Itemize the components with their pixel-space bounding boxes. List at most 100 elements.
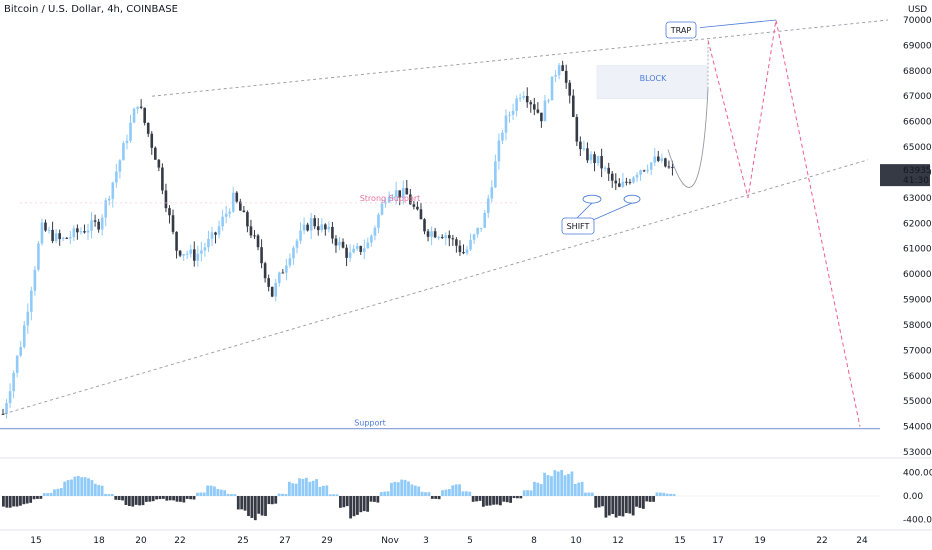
oscillator-bar xyxy=(287,481,291,496)
price-tick-label: 66000.00 xyxy=(903,118,932,128)
candle-body xyxy=(515,98,518,111)
shift-label: SHIFT xyxy=(567,222,590,231)
oscillator-bar xyxy=(648,496,652,502)
candle-body xyxy=(394,190,398,197)
candle-body xyxy=(518,97,522,99)
oscillator-bar xyxy=(175,496,179,502)
oscillator-bar xyxy=(185,496,189,499)
candle-body xyxy=(632,177,635,183)
candle-body xyxy=(494,161,497,188)
candle-body xyxy=(306,224,309,231)
candle-body xyxy=(529,102,533,105)
candle-body xyxy=(302,224,306,231)
candle-body xyxy=(285,265,288,273)
candle-body xyxy=(72,228,76,238)
oscillator-bar xyxy=(492,496,495,505)
candle-body xyxy=(324,224,327,230)
oscillator-bar xyxy=(570,471,574,496)
candle-body xyxy=(649,162,653,170)
oscillator-bar xyxy=(53,489,56,496)
oscillator-bar xyxy=(199,492,203,496)
oscillator-bar xyxy=(155,496,158,500)
oscillator-bar xyxy=(233,494,237,496)
oscillator-bar xyxy=(226,493,230,496)
trap-callout xyxy=(665,21,697,39)
candle-body xyxy=(472,234,476,240)
oscillator-bar xyxy=(458,484,461,496)
candle-body xyxy=(646,169,649,171)
oscillator-bar xyxy=(407,481,410,496)
last-price-label: 63935.17 xyxy=(903,166,932,176)
price-tick-label: 63000.00 xyxy=(903,194,932,204)
candle-body xyxy=(543,100,547,122)
candle-body xyxy=(423,219,426,232)
candle-body xyxy=(274,282,278,297)
candle-body xyxy=(554,75,557,77)
oscillator-bar xyxy=(614,496,618,518)
oscillator-bar xyxy=(131,496,135,507)
candle-body xyxy=(132,108,136,123)
oscillator-bar xyxy=(202,492,206,496)
candle-body xyxy=(614,180,618,184)
oscillator-bar xyxy=(335,494,339,496)
oscillator-bar xyxy=(80,477,84,496)
candle-body xyxy=(610,173,614,181)
time-tick-label: 12 xyxy=(612,536,623,546)
oscillator-bar xyxy=(624,496,628,514)
candle-body xyxy=(416,206,419,210)
currency-label: USD xyxy=(908,5,927,15)
time-axis[interactable]: 15 18 20 22 25 27 29 Nov 3 5 8 10 12 15 17 19 22 24 xyxy=(30,536,868,546)
oscillator-bar xyxy=(447,489,451,496)
oscillator-bar xyxy=(83,477,87,496)
block-zone xyxy=(596,65,708,100)
oscillator-bar xyxy=(475,496,478,502)
candle-body xyxy=(316,226,320,231)
candle-body xyxy=(178,250,182,256)
time-tick-label: 15 xyxy=(674,536,685,546)
oscillator-bar xyxy=(601,496,604,507)
oscillator-bar xyxy=(400,479,404,496)
oscillator-bar xyxy=(498,496,502,506)
oscillator-bar xyxy=(114,496,118,500)
lower-trendline xyxy=(3,159,869,415)
oscillator-bar xyxy=(444,489,448,496)
oscillator-bar xyxy=(56,488,60,496)
oscillator-bar xyxy=(213,486,216,496)
trap-pointer xyxy=(699,19,777,29)
candle-body xyxy=(433,231,437,238)
oscillator-bar xyxy=(655,492,659,496)
candle-body xyxy=(270,286,274,297)
candle-body xyxy=(22,325,26,348)
candle-body xyxy=(469,239,472,250)
oscillator-bar xyxy=(339,496,342,508)
candle-body xyxy=(557,65,561,76)
oscillator-bar xyxy=(349,496,353,519)
oscillator-tick-label: -400.00 xyxy=(903,516,932,526)
oscillator-bar xyxy=(604,496,608,518)
oscillator-bar xyxy=(87,478,90,496)
oscillator-bar xyxy=(420,491,424,496)
candle-body xyxy=(54,233,58,242)
candle-body xyxy=(444,235,448,238)
oscillator-bar xyxy=(151,496,155,502)
candle-body xyxy=(214,232,217,235)
oscillator-bar xyxy=(495,496,499,505)
oscillator-bar xyxy=(216,489,220,496)
oscillator-bar xyxy=(236,496,240,510)
countdown-label: 41:30 xyxy=(903,176,929,186)
oscillator-bar xyxy=(107,494,111,496)
oscillator-bar xyxy=(502,496,506,502)
price-tick-label: 60000.00 xyxy=(903,270,932,280)
candle-body xyxy=(221,216,224,227)
oscillator-bar xyxy=(471,496,475,502)
price-tick-label: 57000.00 xyxy=(903,346,932,356)
oscillator-bar xyxy=(97,485,101,496)
oscillator-bar xyxy=(672,494,676,496)
candle-body xyxy=(327,226,331,230)
oscillator-bar xyxy=(366,496,370,512)
candle-body xyxy=(589,154,593,161)
time-tick-label: 22 xyxy=(174,536,185,546)
candle-body xyxy=(621,181,625,187)
